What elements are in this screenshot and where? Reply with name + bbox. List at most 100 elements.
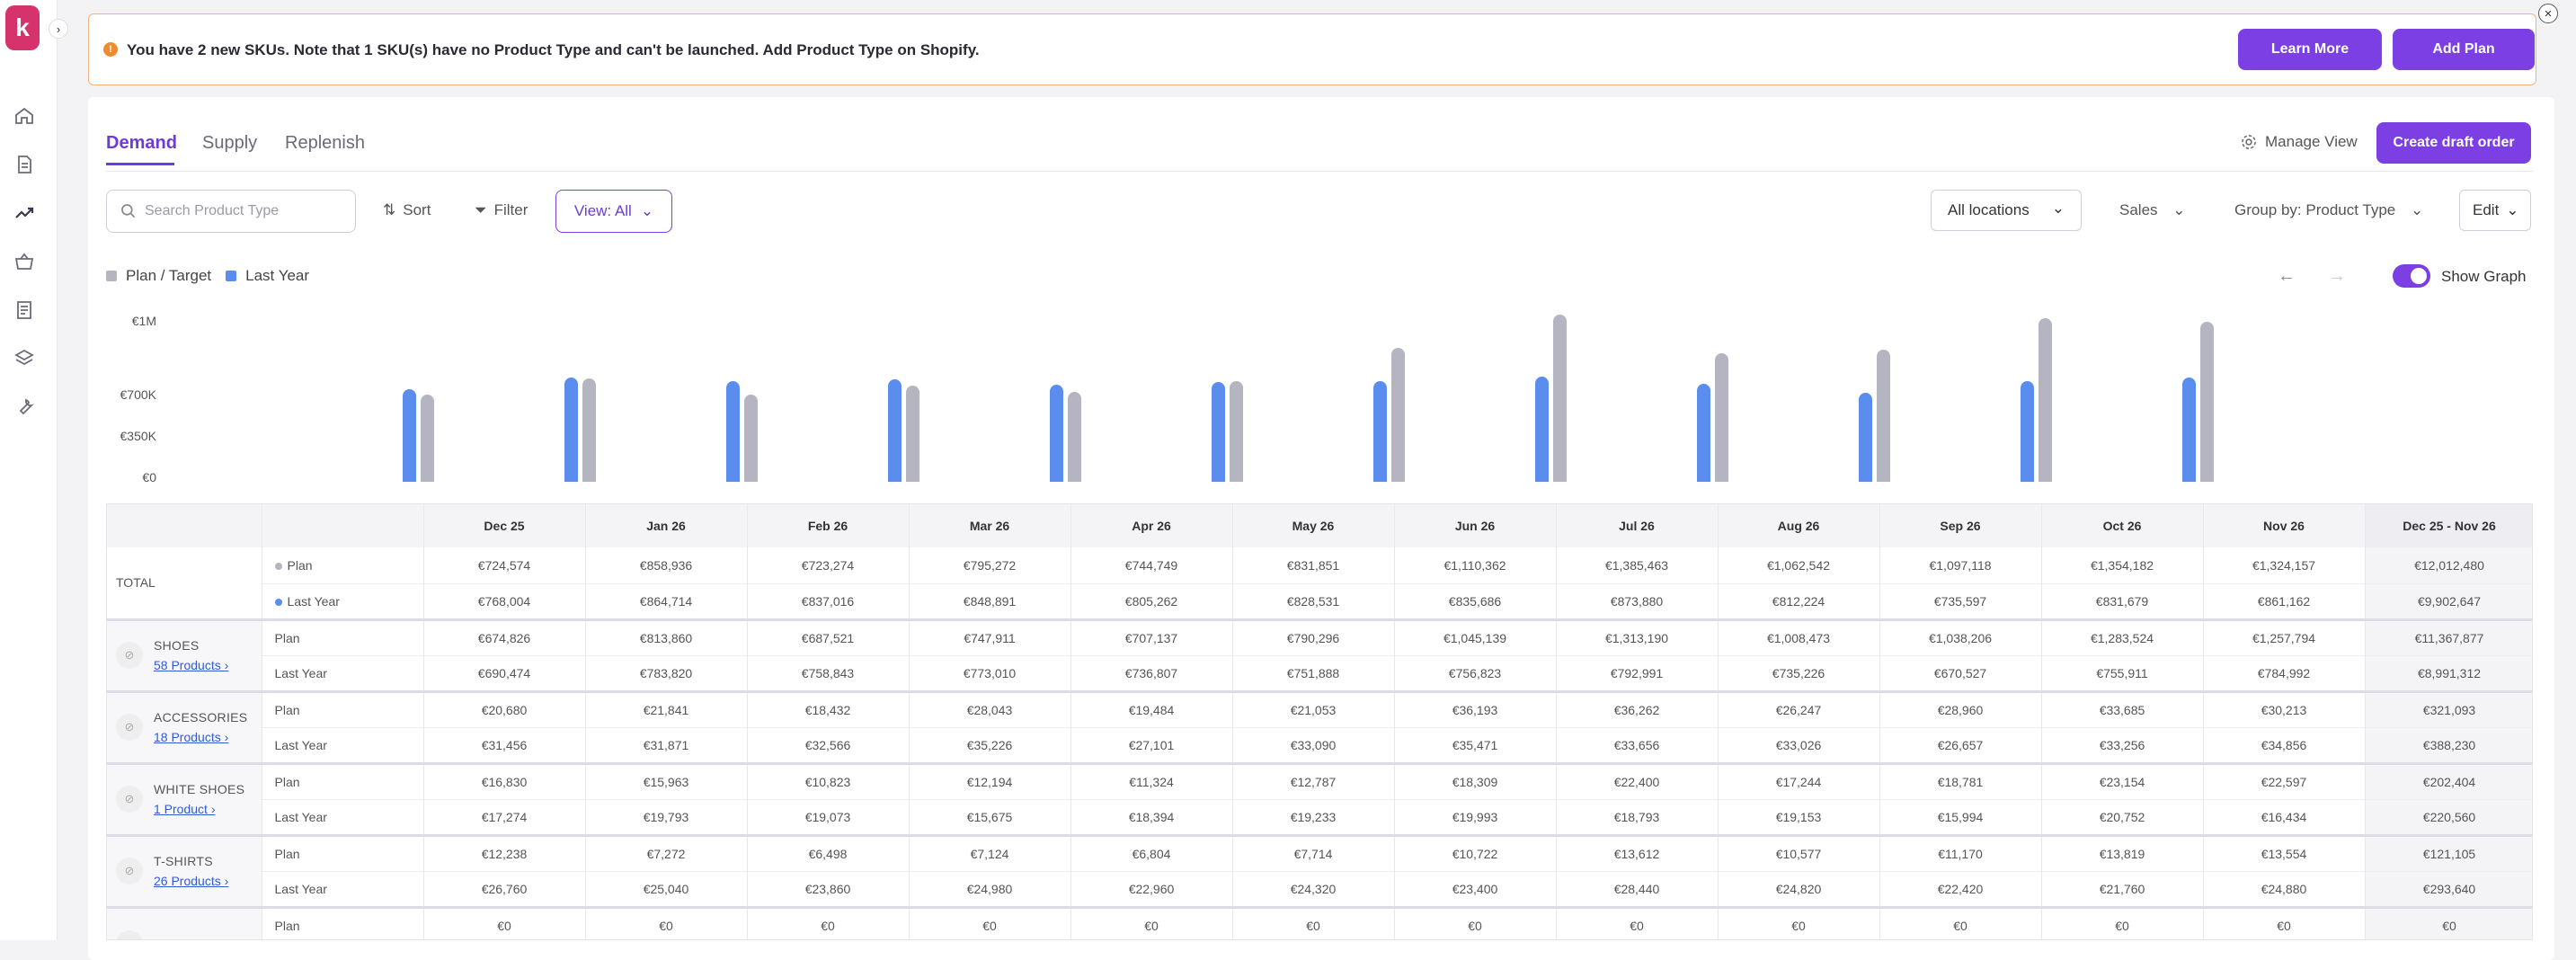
table-cell[interactable]: €19,993	[1394, 798, 1557, 835]
table-cell[interactable]: €28,043	[909, 689, 1071, 727]
arrow-left-icon[interactable]: ←	[2278, 266, 2296, 286]
table-cell[interactable]: €837,016	[747, 582, 910, 619]
bar-plan[interactable]	[1391, 348, 1405, 482]
table-cell[interactable]: €0	[1394, 905, 1557, 939]
table-cell[interactable]: €22,960	[1070, 870, 1233, 907]
table-cell[interactable]: €28,960	[1879, 689, 2042, 727]
table-cell[interactable]: €783,820	[585, 654, 748, 691]
table-cell[interactable]: €6,498	[747, 833, 910, 871]
table-cell[interactable]: €22,597	[2203, 761, 2366, 799]
table-cell[interactable]: €792,991	[1556, 654, 1719, 691]
table-cell[interactable]: €735,226	[1718, 654, 1880, 691]
table-cell[interactable]: €835,686	[1394, 582, 1557, 619]
table-cell[interactable]: €0	[747, 905, 910, 939]
table-cell[interactable]: €26,657	[1879, 726, 2042, 763]
table-cell[interactable]: €25,040	[585, 870, 748, 907]
table-cell[interactable]: €1,008,473	[1718, 618, 1880, 655]
table-cell[interactable]: €121,105	[2365, 833, 2532, 871]
table-cell[interactable]: €10,577	[1718, 833, 1880, 871]
table-cell[interactable]: €13,612	[1556, 833, 1719, 871]
bar-last-year[interactable]	[2021, 381, 2034, 482]
products-link[interactable]: 1 Product ›	[154, 802, 216, 816]
table-cell[interactable]: €11,367,877	[2365, 618, 2532, 655]
table-cell[interactable]: €22,400	[1556, 761, 1719, 799]
table-cell[interactable]: €744,749	[1070, 547, 1233, 583]
bar-plan[interactable]	[2039, 318, 2052, 482]
table-cell[interactable]: €20,752	[2041, 798, 2204, 835]
table-cell[interactable]: €755,911	[2041, 654, 2204, 691]
table-cell[interactable]: €33,026	[1718, 726, 1880, 763]
locations-select[interactable]: All locations ⌄	[1931, 190, 2082, 231]
bar-last-year[interactable]	[1212, 382, 1225, 482]
table-cell[interactable]: €795,272	[909, 547, 1071, 583]
table-cell[interactable]: €32,566	[747, 726, 910, 763]
table-cell[interactable]: €21,760	[2041, 870, 2204, 907]
table-cell[interactable]: €813,860	[585, 618, 748, 655]
bar-last-year[interactable]	[1373, 381, 1387, 482]
app-logo[interactable]: k	[5, 5, 40, 50]
table-cell[interactable]: €861,162	[2203, 582, 2366, 619]
table-cell[interactable]: €293,640	[2365, 870, 2532, 907]
table-cell[interactable]: €24,980	[909, 870, 1071, 907]
table-cell[interactable]: €9,902,647	[2365, 582, 2532, 619]
table-cell[interactable]: €723,274	[747, 547, 910, 583]
products-link[interactable]: 26 Products ›	[154, 874, 229, 888]
table-cell[interactable]: €35,471	[1394, 726, 1557, 763]
table-cell[interactable]: €805,262	[1070, 582, 1233, 619]
table-cell[interactable]: €26,247	[1718, 689, 1880, 727]
bar-last-year[interactable]	[2182, 378, 2196, 482]
manage-view-button[interactable]: Manage View	[2240, 133, 2358, 151]
table-cell[interactable]: €18,394	[1070, 798, 1233, 835]
table-cell[interactable]: €768,004	[423, 582, 586, 619]
table-cell[interactable]: €11,170	[1879, 833, 2042, 871]
table-cell[interactable]: €35,226	[909, 726, 1071, 763]
table-cell[interactable]: €858,936	[585, 547, 748, 583]
table-cell[interactable]: €19,233	[1232, 798, 1395, 835]
trending-icon[interactable]	[13, 201, 36, 225]
table-cell[interactable]: €24,320	[1232, 870, 1395, 907]
table-cell[interactable]: €812,224	[1718, 582, 1880, 619]
table-cell[interactable]: €873,880	[1556, 582, 1719, 619]
sort-button[interactable]: ⇅ Sort	[383, 201, 431, 219]
table-cell[interactable]: €10,722	[1394, 833, 1557, 871]
table-cell[interactable]: €202,404	[2365, 761, 2532, 799]
table-cell[interactable]: €831,851	[1232, 547, 1395, 583]
table-cell[interactable]: €15,994	[1879, 798, 2042, 835]
table-cell[interactable]: €19,153	[1718, 798, 1880, 835]
table-cell[interactable]: €24,880	[2203, 870, 2366, 907]
table-cell[interactable]: €18,781	[1879, 761, 2042, 799]
bar-plan[interactable]	[1068, 392, 1081, 482]
group-by-select[interactable]: Group by: Product Type ⌄	[2234, 201, 2423, 219]
table-cell[interactable]: €6,804	[1070, 833, 1233, 871]
table-cell[interactable]: €0	[909, 905, 1071, 939]
table-cell[interactable]: €13,554	[2203, 833, 2366, 871]
table-cell[interactable]: €11,324	[1070, 761, 1233, 799]
table-cell[interactable]: €22,420	[1879, 870, 2042, 907]
table-cell[interactable]: €12,012,480	[2365, 547, 2532, 583]
bar-plan[interactable]	[1715, 353, 1728, 482]
bar-last-year[interactable]	[564, 378, 578, 482]
edit-dropdown[interactable]: Edit ⌄	[2459, 190, 2531, 231]
sales-select[interactable]: Sales ⌄	[2119, 201, 2186, 219]
table-cell[interactable]: €21,841	[585, 689, 748, 727]
table-cell[interactable]: €1,062,542	[1718, 547, 1880, 583]
bar-plan[interactable]	[2200, 322, 2214, 482]
basket-icon[interactable]	[13, 250, 36, 273]
table-cell[interactable]: €21,053	[1232, 689, 1395, 727]
wrench-icon[interactable]	[13, 396, 36, 419]
table-cell[interactable]: €747,911	[909, 618, 1071, 655]
table-cell[interactable]: €1,354,182	[2041, 547, 2204, 583]
bar-plan[interactable]	[906, 386, 919, 482]
table-cell[interactable]: €24,820	[1718, 870, 1880, 907]
table-cell[interactable]: €31,456	[423, 726, 586, 763]
table-cell[interactable]: €1,257,794	[2203, 618, 2366, 655]
table-cell[interactable]: €33,656	[1556, 726, 1719, 763]
table-cell[interactable]: €15,675	[909, 798, 1071, 835]
create-draft-order-button[interactable]: Create draft order	[2376, 122, 2531, 164]
table-cell[interactable]: €388,230	[2365, 726, 2532, 763]
table-cell[interactable]: €17,244	[1718, 761, 1880, 799]
bar-plan[interactable]	[582, 378, 596, 482]
table-cell[interactable]: €687,521	[747, 618, 910, 655]
table-cell[interactable]: €10,823	[747, 761, 910, 799]
table-cell[interactable]: €674,826	[423, 618, 586, 655]
